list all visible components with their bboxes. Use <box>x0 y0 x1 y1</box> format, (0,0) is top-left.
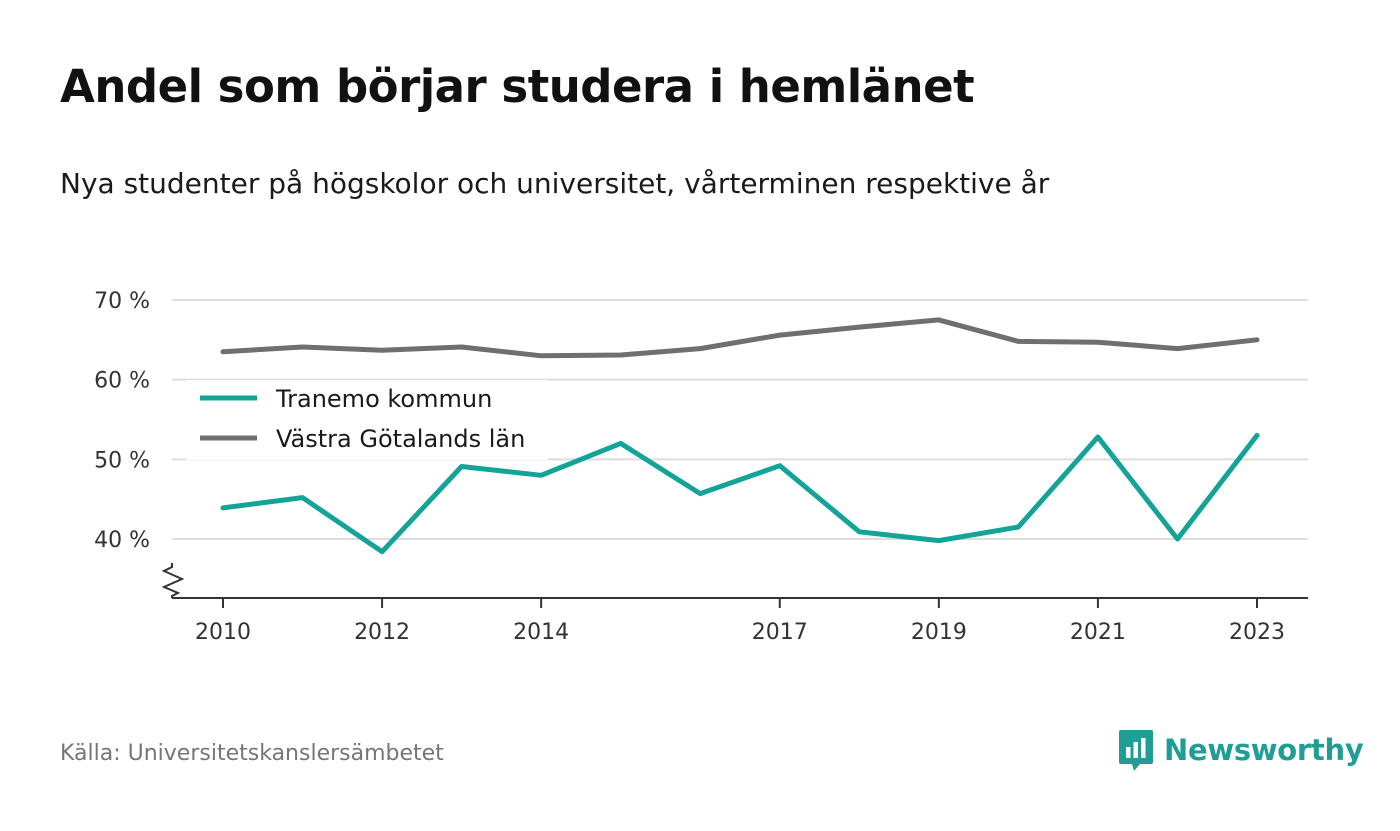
legend: Tranemo kommun Västra Götalands län <box>186 380 548 460</box>
y-tick-label: 50 % <box>94 448 150 473</box>
x-tick-label: 2021 <box>1070 620 1126 645</box>
brand-logo[interactable]: Newsworthy <box>1118 728 1364 772</box>
legend-background <box>186 380 548 460</box>
x-tick-label: 2010 <box>195 620 251 645</box>
y-tick-label: 60 % <box>94 369 150 394</box>
series-line <box>220 432 1260 555</box>
series-line <box>220 317 1260 359</box>
source-note: Källa: Universitetskanslersämbetet <box>60 741 444 766</box>
legend-label: Tranemo kommun <box>275 385 492 413</box>
line-chart: 40 % 50 % 60 % 70 % 2010 2012 2014 2017 2019 2021… <box>94 289 1308 645</box>
y-tick-label: 70 % <box>94 289 150 314</box>
x-tick-label: 2017 <box>752 620 808 645</box>
legend-label: Västra Götalands län <box>276 425 525 453</box>
x-tick-label: 2019 <box>911 620 967 645</box>
chart-title: Andel som börjar studera i hemlänet <box>60 60 975 113</box>
brand-name: Newsworthy <box>1164 733 1364 767</box>
x-tick-label: 2012 <box>354 620 410 645</box>
x-tick-label: 2023 <box>1229 620 1285 645</box>
x-tick-label: 2014 <box>513 620 569 645</box>
chart-subtitle: Nya studenter på högskolor och universit… <box>60 167 1050 200</box>
y-tick-label: 40 % <box>94 528 150 553</box>
newsworthy-chart-bubble-icon <box>1119 730 1153 771</box>
axis-break-icon <box>161 563 185 598</box>
